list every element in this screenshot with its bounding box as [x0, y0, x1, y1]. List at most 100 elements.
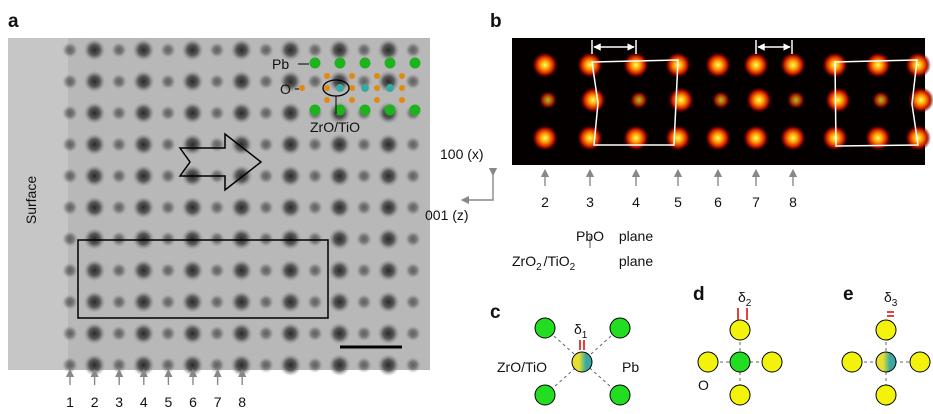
atom-column: [280, 165, 302, 187]
atom-column: [905, 52, 931, 78]
atom-column: [356, 326, 372, 342]
atom-column: [356, 263, 372, 279]
atom-column: [84, 39, 106, 61]
atom-column: [787, 91, 805, 109]
atom-column: [62, 137, 78, 153]
atom-column: [258, 137, 274, 153]
atom-column: [160, 231, 176, 247]
atom-column: [182, 228, 204, 250]
atom-column: [743, 125, 769, 151]
atom-column: [872, 91, 890, 109]
atom-column: [258, 263, 274, 279]
atom-column: [532, 125, 558, 151]
atom-column: [62, 200, 78, 216]
atom-column: [160, 326, 176, 342]
atom-column: [160, 137, 176, 153]
atom-column: [280, 260, 302, 282]
atom-column: [307, 42, 323, 58]
column-number: 4: [140, 394, 148, 409]
atom-column: [209, 137, 225, 153]
atom-column: [307, 231, 323, 247]
atoms: [842, 320, 930, 405]
atom-column: [705, 125, 731, 151]
panel-label: d: [693, 284, 705, 305]
column-number: 6: [714, 194, 722, 210]
atom-column: [133, 165, 155, 187]
atom-column: [280, 102, 302, 124]
column-number: 8: [789, 194, 797, 210]
atom-column: [111, 200, 127, 216]
atom-column: [84, 134, 106, 156]
atom-label: ZrO/TiO: [310, 119, 360, 135]
atom-column: [329, 134, 351, 156]
atom-column: [280, 134, 302, 156]
column-number: 1: [66, 394, 74, 409]
atom-column: [62, 294, 78, 310]
atom-column: [231, 102, 253, 124]
atom-column: [378, 260, 400, 282]
atom-column: [84, 291, 106, 313]
column-number: 5: [674, 194, 682, 210]
atom-column: [84, 354, 106, 376]
atom-column: [258, 200, 274, 216]
atom-column: [160, 42, 176, 58]
atom-column: [746, 87, 772, 113]
atom-column: [329, 165, 351, 187]
atom-column: [209, 294, 225, 310]
atom-column: [62, 74, 78, 90]
atom-column: [209, 357, 225, 373]
atom-column: [231, 354, 253, 376]
atom-label: O: [280, 81, 291, 97]
atom-column: [780, 125, 806, 151]
column-number: 6: [189, 394, 197, 409]
axis-label: 001 (z): [425, 207, 469, 223]
atom-column: [356, 137, 372, 153]
atom-column: [258, 294, 274, 310]
atom-column: [258, 231, 274, 247]
panel-label: b: [490, 11, 502, 32]
atom-column: [133, 228, 155, 250]
atom-column: [84, 197, 106, 219]
atom-column: [111, 137, 127, 153]
atom-column: [111, 231, 127, 247]
atom-column: [182, 260, 204, 282]
atom-column: [111, 168, 127, 184]
atom-column: [307, 200, 323, 216]
delta-label: δ1: [574, 321, 588, 341]
atom-column: [209, 231, 225, 247]
column-number: 2: [91, 394, 99, 409]
atom-column: [209, 105, 225, 121]
atom-column: [405, 326, 421, 342]
atom-column: [539, 91, 557, 109]
atom-column: [378, 134, 400, 156]
atom-label: O: [698, 377, 709, 393]
atom-column: [405, 42, 421, 58]
atom-column: [580, 87, 606, 113]
atom-column: [280, 197, 302, 219]
atom-column: [133, 102, 155, 124]
atom-column: [668, 87, 694, 113]
atom-column: [825, 87, 851, 113]
atom-column: [307, 74, 323, 90]
atom-column: [623, 125, 649, 151]
atom-column: [209, 326, 225, 342]
panel-label: c: [490, 302, 501, 323]
atom-column: [111, 326, 127, 342]
atom-column: [630, 91, 648, 109]
column-number: 2: [541, 194, 549, 210]
atom-column: [62, 326, 78, 342]
atom-column: [160, 357, 176, 373]
atom-column: [62, 263, 78, 279]
plane-label: plane: [619, 253, 653, 269]
atom-column: [84, 102, 106, 124]
plane-label: plane: [619, 228, 653, 244]
atom-column: [209, 200, 225, 216]
atom-column: [307, 263, 323, 279]
panel-label: e: [843, 284, 854, 305]
atom-column: [258, 357, 274, 373]
atom-column: [532, 52, 558, 78]
atom-column: [378, 165, 400, 187]
atom-column: [356, 294, 372, 310]
atom-column: [356, 231, 372, 247]
atom-column: [182, 71, 204, 93]
